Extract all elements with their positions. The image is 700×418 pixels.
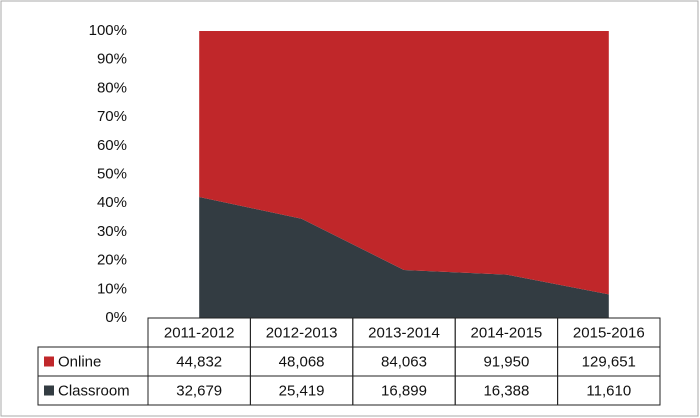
legend-label: Online bbox=[58, 353, 101, 370]
y-tick-label: 80% bbox=[97, 79, 127, 96]
y-tick-label: 50% bbox=[97, 165, 127, 182]
table-value: 16,899 bbox=[381, 382, 427, 399]
y-tick-label: 10% bbox=[97, 280, 127, 297]
y-tick-label: 0% bbox=[105, 309, 127, 326]
area bbox=[199, 31, 609, 295]
y-tick-label: 70% bbox=[97, 108, 127, 125]
x-tick-label: 2011-2012 bbox=[164, 324, 235, 341]
table-value: 84,063 bbox=[381, 353, 427, 370]
y-tick-label: 90% bbox=[97, 51, 127, 68]
table-value: 32,679 bbox=[176, 382, 222, 399]
y-tick-label: 30% bbox=[97, 223, 127, 240]
table-cell bbox=[557, 375, 661, 406]
y-tick-label: 20% bbox=[97, 252, 127, 269]
legend-swatch bbox=[44, 356, 54, 367]
table-value: 48,068 bbox=[279, 353, 325, 370]
table-value: 129,651 bbox=[582, 353, 636, 370]
table-value: 44,832 bbox=[176, 353, 222, 370]
legend-swatch bbox=[44, 385, 54, 396]
x-tick-label: 2013-2014 bbox=[368, 324, 440, 341]
x-tick-label: 2015-2016 bbox=[573, 324, 645, 341]
legend-label: Classroom bbox=[58, 382, 130, 399]
table-value: 16,388 bbox=[483, 382, 529, 399]
y-tick-label: 100% bbox=[89, 22, 127, 39]
y-tick-label: 60% bbox=[97, 137, 127, 154]
table-value: 91,950 bbox=[483, 353, 529, 370]
x-tick-label: 2012-2013 bbox=[266, 324, 338, 341]
table-value: 25,419 bbox=[279, 382, 325, 399]
area bbox=[199, 196, 609, 318]
x-tick-label: 2014-2015 bbox=[471, 324, 543, 341]
table-value: 11,610 bbox=[586, 382, 631, 399]
y-tick-label: 40% bbox=[97, 194, 127, 211]
